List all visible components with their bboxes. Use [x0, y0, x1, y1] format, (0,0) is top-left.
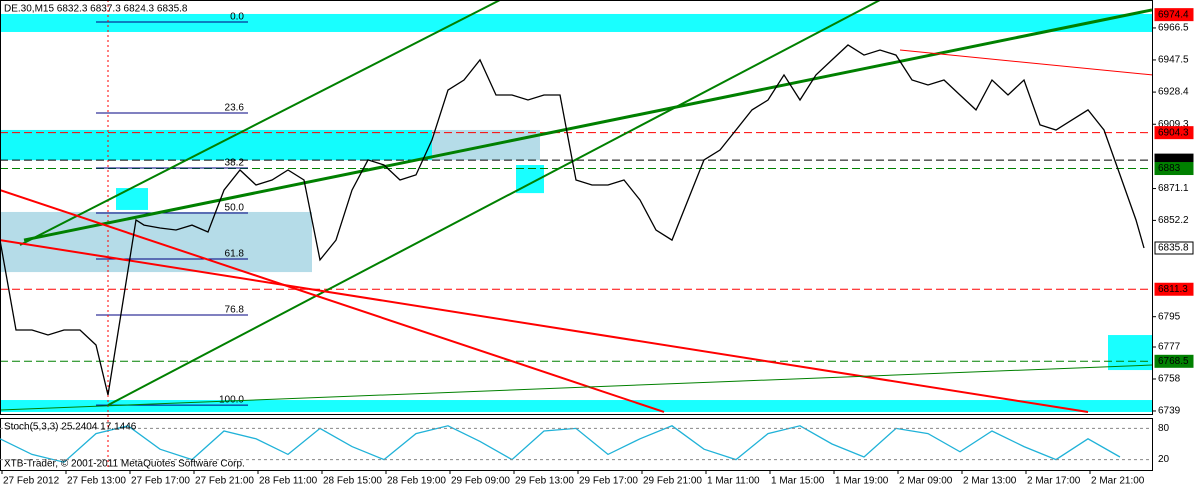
trendline: [19, 0, 501, 246]
y-tick-label: 6947.5: [1158, 55, 1189, 66]
zone: [1108, 335, 1152, 371]
y-tick-label: 6777: [1158, 342, 1181, 353]
price-label: 6811.3: [1158, 284, 1188, 295]
y-tick-label: 6909.3: [1158, 119, 1189, 130]
price-line: [0, 425, 1121, 463]
price-label: 6883: [1158, 163, 1181, 174]
stoch-title: Stoch(5,3,3) 25.2404 17.1446: [4, 422, 137, 433]
y-tick-label: 6795: [1158, 311, 1181, 322]
x-tick-label: 27 Feb 21:00: [195, 476, 254, 487]
x-tick-label: 1 Mar 11:00: [707, 476, 760, 487]
x-tick-label: 28 Feb 11:00: [259, 476, 318, 487]
trendline: [0, 189, 665, 413]
y-tick-label: 6739: [1158, 406, 1181, 417]
x-tick-label: 27 Feb 2012: [3, 476, 60, 487]
price-label-box: [1154, 354, 1194, 368]
price-label: 6768.5: [1158, 356, 1189, 367]
x-tick-label: 29 Feb 21:00: [643, 476, 702, 487]
trendline: [899, 49, 1153, 76]
price-label-box: [1154, 241, 1194, 255]
price-label: 6835.8: [1158, 243, 1189, 254]
price-label-box: [1154, 8, 1194, 22]
y-tick-label: 6928.4: [1158, 87, 1189, 98]
x-tick-label: 2 Mar 21:00: [1091, 476, 1145, 487]
stoch-tick-label: 80: [1158, 423, 1170, 434]
y-tick-label: 6871.1: [1158, 183, 1189, 194]
price-label-box: [1154, 126, 1194, 140]
price-label: 6974.4: [1158, 9, 1189, 20]
price-label: 6904.3: [1158, 127, 1189, 138]
fib-label: 23.6: [225, 103, 245, 114]
x-tick-label: 2 Mar 09:00: [899, 476, 953, 487]
trendline: [0, 239, 1089, 413]
y-tick-label: 6966.5: [1158, 23, 1189, 34]
price-label-box: [1154, 282, 1194, 296]
price-label-box: [1154, 162, 1194, 176]
y-tick-label: 6852.2: [1158, 215, 1189, 226]
price-label: 6888: [1158, 155, 1181, 166]
fib-label: 38.2: [225, 158, 245, 169]
fib-label: 61.8: [225, 249, 245, 260]
fib-label: 76.8: [225, 305, 245, 316]
x-tick-label: 28 Feb 15:00: [323, 476, 382, 487]
x-tick-label: 29 Feb 13:00: [515, 476, 574, 487]
x-tick-label: 1 Mar 15:00: [771, 476, 825, 487]
x-tick-label: 28 Feb 19:00: [387, 476, 446, 487]
plot-frame: [0, 0, 1153, 415]
x-tick-label: 2 Mar 17:00: [1027, 476, 1081, 487]
trendline: [0, 364, 1153, 411]
fib-label: 100.0: [219, 395, 244, 406]
zone: [0, 13, 1152, 32]
x-tick-label: 27 Feb 17:00: [131, 476, 190, 487]
x-tick-label: 29 Feb 17:00: [579, 476, 638, 487]
stoch-tick-label: 20: [1158, 454, 1170, 465]
fib-label: 50.0: [225, 203, 245, 214]
stoch-frame: [0, 418, 1153, 471]
zone: [0, 400, 1152, 412]
y-tick-label: 6758: [1158, 374, 1181, 385]
chart-title: DE.30,M15 6832.3 6837.3 6824.3 6835.8: [4, 4, 188, 15]
zone: [116, 188, 148, 210]
footer: XTB-Trader, © 2001-2011 MetaQuotes Softw…: [4, 459, 245, 470]
price-line: [0, 44, 1145, 396]
x-tick-label: 29 Feb 09:00: [451, 476, 510, 487]
x-tick-label: 2 Mar 13:00: [963, 476, 1017, 487]
x-tick-label: 27 Feb 13:00: [67, 476, 126, 487]
x-tick-label: 1 Mar 19:00: [835, 476, 889, 487]
fib-label: 0.0: [230, 12, 244, 23]
trendline: [23, 8, 1153, 242]
trendline: [107, 0, 881, 406]
